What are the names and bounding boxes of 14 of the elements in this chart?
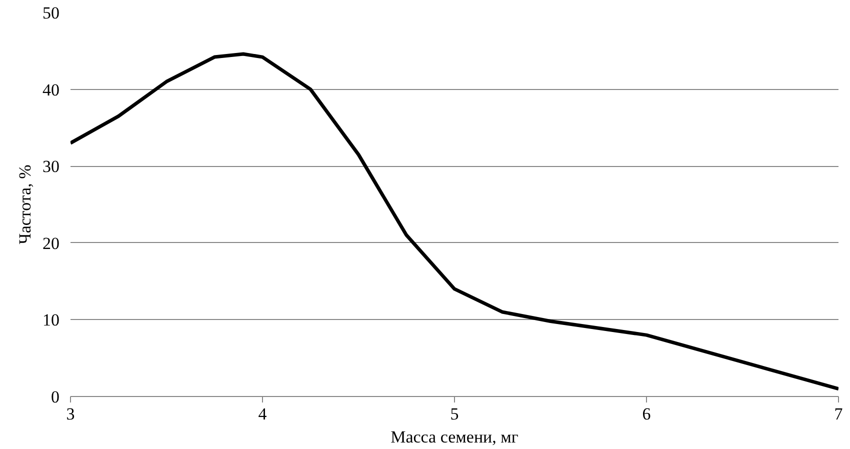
y-tick-label: 20	[42, 234, 60, 253]
x-tick-label: 6	[642, 404, 651, 424]
line-series	[70, 52, 838, 391]
y-tick-label: 0	[51, 388, 60, 406]
x-tick-label: 5	[450, 404, 459, 424]
y-tick-label: 10	[42, 310, 60, 330]
y-tick-label: 50	[42, 4, 60, 22]
x-tick-label: 7	[834, 404, 844, 424]
y-tick-label: 30	[42, 157, 60, 176]
x-axis-title: Масса семени, мг	[390, 428, 518, 446]
y-axis-title: Частота, %	[16, 164, 34, 244]
y-tick-label: 40	[42, 80, 60, 100]
x-tick-label: 4	[258, 404, 268, 424]
x-tick-label: 3	[66, 404, 75, 424]
